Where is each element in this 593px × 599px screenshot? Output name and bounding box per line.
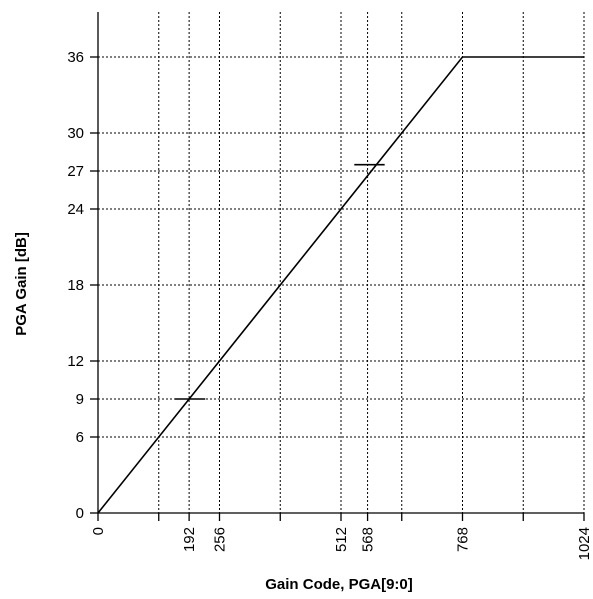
y-tick-label: 9 <box>76 391 84 408</box>
x-tick-label: 768 <box>455 527 472 552</box>
y-tick-label: 6 <box>76 429 84 446</box>
y-tick-label: 30 <box>67 125 84 142</box>
x-tick-label: 192 <box>181 527 198 552</box>
y-tick-label: 27 <box>67 163 84 180</box>
y-tick-label: 24 <box>67 201 84 218</box>
x-tick-label: 568 <box>360 527 377 552</box>
y-tick-label: 36 <box>67 49 84 66</box>
x-axis-title: Gain Code, PGA[9:0] <box>265 576 413 593</box>
gain-curve <box>97 56 584 514</box>
y-axis-title: PGA Gain [dB] <box>13 232 30 336</box>
x-tick-label: 1024 <box>576 527 593 560</box>
x-tick-label: 512 <box>333 527 350 552</box>
grid <box>98 12 585 513</box>
series <box>97 56 584 514</box>
y-tick-label: 12 <box>67 353 84 370</box>
x-tick-label: 256 <box>212 527 229 552</box>
y-tick-label: 18 <box>67 277 84 294</box>
y-tick-label: 0 <box>76 505 84 522</box>
axes <box>90 12 585 521</box>
x-tick-label: 0 <box>90 527 107 535</box>
tick-labels: 0 6 9 12 18 24 27 30 36 0 192 256 512 568 768 1024 <box>67 49 593 560</box>
